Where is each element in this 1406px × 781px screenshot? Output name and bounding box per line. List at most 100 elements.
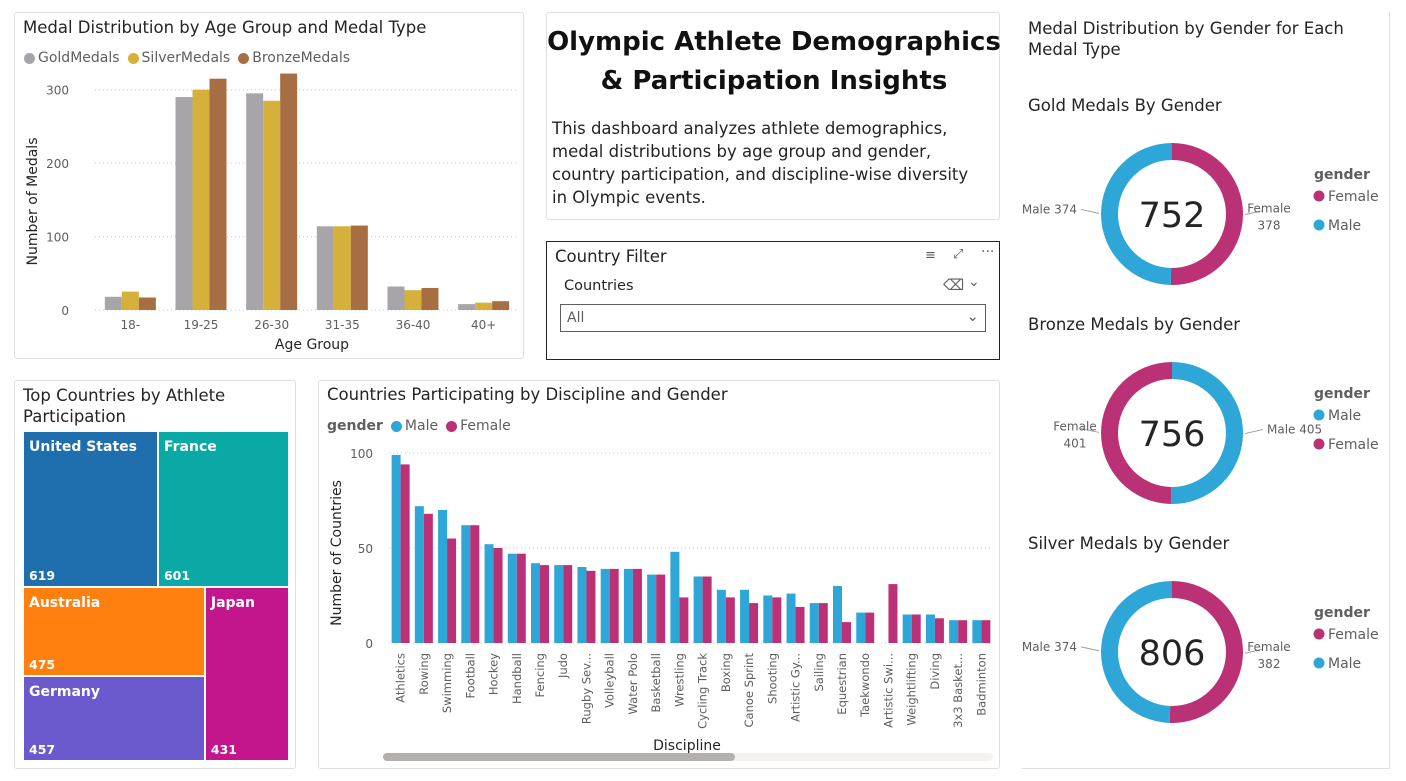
bar-Male [716,589,726,643]
bar-Female [470,525,480,643]
bar-SilverMedals-19-25 [192,89,210,310]
bar-Male [972,620,982,643]
bar-Male [554,565,564,643]
bar-BronzeMedals-31-35 [350,225,368,310]
bar-Female [865,612,875,643]
treemap-tile[interactable]: United States 619 [23,431,158,587]
donut-slice-female [1169,581,1244,723]
x-tick-label: Wrestling [672,653,686,707]
countries-dropdown[interactable]: All ⌄ [560,304,986,332]
legend-silver-label: SilverMedals [141,50,231,66]
bar-BronzeMedals-19-25 [209,78,227,310]
treemap-plot: United States 619 France 601 Australia 475 Ger… [23,431,289,761]
bar-Male [693,576,703,643]
legend-label-female: Female [1328,437,1379,453]
header-card: Olympic Athlete Demographics & Participa… [546,12,1001,220]
dashboard-title: Olympic Athlete Demographics & Participa… [547,23,1001,101]
bar-Male [833,586,842,643]
legend-label-male: Male [1328,656,1361,672]
bar-Female [749,603,759,643]
treemap-tile-label: Germany [29,683,101,700]
filter-title: Country Filter [555,247,667,266]
donut-slice-label: Female [1247,640,1290,654]
donut-total-value: 806 [1139,634,1206,674]
treemap-title-line-1: Top Countries by Athlete [23,386,226,405]
discipline-chart-card[interactable]: Countries Participating by Discipline an… [318,380,1000,769]
x-tick-label: Equestrian [835,653,849,715]
legend-dot-male [1313,409,1325,421]
title-line-1: Olympic Athlete Demographics [547,27,1001,57]
x-tick-label: 3x3 Basket... [951,653,965,728]
bar-Male [414,506,424,643]
x-tick-label: Boxing [719,653,733,692]
discipline-legend-title: gender [327,418,383,434]
bar-Female [563,565,573,643]
treemap-tile[interactable]: Australia 475 [23,586,205,676]
treemap-tile[interactable]: Japan 431 [204,586,289,761]
eraser-icon[interactable]: ⌫ [943,276,965,294]
bar-Male [740,589,750,643]
x-tick-label: Basketball [649,653,663,713]
x-tick-label: 31-35 [325,318,360,332]
legend-label-male: Male [1328,408,1361,424]
age-medal-chart-card[interactable]: Medal Distribution by Age Group and Meda… [14,12,524,359]
y-tick-label: 0 [61,304,69,318]
treemap-card[interactable]: Top Countries by Athlete Participation U… [14,380,296,769]
treemap-tile-value: 601 [163,567,191,583]
bar-Female [586,570,596,643]
filter-icon[interactable]: ≡ [925,248,936,263]
x-tick-label: 19-25 [184,318,219,332]
donut-leader-line [1244,648,1264,654]
treemap-tile[interactable]: France 601 [157,431,289,587]
countries-field-label: Countries [564,278,634,294]
donut-chart: Female 378 Male 374 752 gender Female Male [1022,143,1379,285]
legend-bronze[interactable]: BronzeMedals [238,50,350,66]
legend-gold[interactable]: GoldMedals [24,50,120,66]
donut-legend-title: gender [1314,605,1370,621]
title-line-2: & Participation Insights [600,66,948,96]
bar-Female [911,614,921,643]
treemap-tile-value: 457 [29,741,56,757]
bar-Male [391,454,401,643]
y-tick-label: 50 [358,542,373,556]
y-tick-label: 100 [46,231,69,245]
bar-Male [925,614,935,643]
treemap-tile-label: Japan [210,594,255,611]
focus-mode-icon[interactable]: ⤢ [953,247,964,262]
legend-dot-male [1313,657,1325,669]
x-tick-label: Water Polo [626,653,640,714]
donut-title: Gold Medals By Gender [1028,96,1222,115]
gender-panel-title-line-2: Medal Type [1028,40,1121,59]
bar-Female [702,576,712,643]
discipline-chart-title: Countries Participating by Discipline an… [327,385,728,404]
donut-slice-female [1101,362,1172,504]
donut-chart: Male 405 Female 401 756 gender Male Female [1053,362,1379,504]
treemap-tile-value: 475 [29,656,56,672]
treemap-tile-value: 431 [210,741,237,757]
treemap-tile[interactable]: Germany 457 [23,675,205,761]
x-axis-label: Discipline [653,738,721,754]
bar-Female [516,553,526,643]
bar-Female [447,538,457,643]
age-chart-plot: 0 100 200 300 18- 19-25 26-30 31-35 36-40 40+ Age … [25,73,519,353]
bar-BronzeMedals-18- [138,297,156,310]
donut-slice-label: Male 374 [1022,202,1077,216]
bar-Male [577,567,587,643]
scrollbar-thumb[interactable] [383,753,735,761]
horizontal-scrollbar[interactable] [383,753,993,761]
chevron-down-icon[interactable]: ⌄ [968,274,980,290]
bar-Female [656,574,666,643]
bar-Male [670,551,680,643]
donut-slice-male [1101,143,1172,285]
legend-male[interactable]: Male [390,418,438,434]
bar-Female [958,620,968,643]
legend-silver[interactable]: SilverMedals [127,50,231,66]
more-options-icon[interactable]: ··· [981,244,995,260]
bar-GoldMedals-31-35 [316,226,334,310]
bar-GoldMedals-18- [104,296,122,310]
bar-SilverMedals-40+ [475,302,493,310]
legend-female[interactable]: Female [446,418,511,434]
donut-leader-line [1080,427,1100,433]
bar-Female [540,565,549,643]
x-axis-label: Age Group [275,337,349,353]
